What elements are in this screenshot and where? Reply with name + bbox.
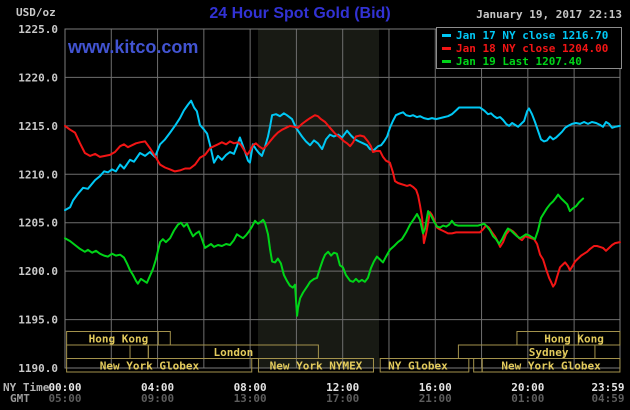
legend-row-jan19: Jan 19 Last 1207.40 (442, 55, 621, 68)
x-axis-tick-gmt: 05:00 (48, 392, 81, 405)
session-label: New York NYMEX (270, 359, 363, 372)
session-box-new-york-globex (66, 358, 253, 373)
legend-label-jan18: Jan 18 NY close 1204.00 (456, 42, 609, 55)
y-axis-tick-label: 1220.0 (18, 71, 58, 84)
x-axis-tick-gmt: 04:59 (591, 392, 624, 405)
chart-title: 24 Hour Spot Gold (Bid) (209, 5, 391, 22)
x-axis-tick-gmt: 21:00 (419, 392, 452, 405)
legend-row-jan18: Jan 18 NY close 1204.00 (442, 42, 621, 55)
session-label: Sydney (529, 346, 569, 359)
session-box-blank (66, 344, 149, 359)
y-axis-tick-label: 1195.0 (18, 314, 58, 327)
x-axis-tick-gmt: 01:00 (511, 392, 544, 405)
y-axis-tick-label: 1225.0 (18, 23, 58, 36)
y-axis-tick-label: 1215.0 (18, 120, 58, 133)
legend-marker-jan18-icon (442, 47, 451, 50)
price-series-jan17-line (64, 99, 621, 212)
session-label: Hong Kong (544, 332, 604, 345)
x-axis-tick-ny: 12:00 (326, 381, 359, 394)
nymex-session-band (257, 29, 380, 368)
x-axis-tick-ny: 08:00 (234, 381, 267, 394)
legend-marker-jan17-icon (442, 34, 451, 37)
y-axis-unit-label: USD/oz (16, 6, 56, 19)
x-axis-tick-ny: 23:59 (591, 381, 624, 394)
y-axis-tick-label: 1190.0 (18, 362, 58, 375)
price-series-jan18-line (64, 114, 621, 288)
session-label: Hong Kong (89, 332, 149, 345)
x-axis-tick-ny: 04:00 (141, 381, 174, 394)
x-axis-tick-gmt: 17:00 (326, 392, 359, 405)
plot-border (64, 28, 621, 369)
date-time-label: January 19, 2017 22:13 (476, 8, 622, 21)
legend-label-jan19: Jan 19 Last 1207.40 (456, 55, 582, 68)
legend-marker-jan19-icon (442, 60, 451, 63)
legend-box: Jan 17 NY close 1216.70 Jan 18 NY close … (436, 27, 622, 69)
session-label: New York Globex (100, 359, 200, 372)
session-label: New York Globex (501, 359, 601, 372)
session-label: NY Globex (388, 359, 448, 372)
y-axis-tick-label: 1200.0 (18, 265, 58, 278)
session-box-new-york-nymex (257, 358, 374, 373)
session-box-new-york-globex (481, 358, 621, 373)
session-label: London (213, 346, 253, 359)
y-axis-tick-label: 1210.0 (18, 168, 58, 181)
session-box-ny-globex (379, 358, 470, 373)
x-axis-tick-gmt: 13:00 (234, 392, 267, 405)
session-box-blank (473, 358, 483, 373)
x-axis-tick-ny: 20:00 (511, 381, 544, 394)
x-axis-gmt-header: GMT (10, 392, 30, 405)
y-axis-tick-label: 1205.0 (18, 217, 58, 230)
x-axis-ny-time-header: NY Time (3, 381, 50, 394)
x-axis-tick-ny: 00:00 (48, 381, 81, 394)
price-series-jan19-line (64, 193, 585, 317)
x-axis-tick-gmt: 09:00 (141, 392, 174, 405)
kitco-watermark-link[interactable]: www.kitco.com (68, 37, 199, 57)
x-axis-tick-ny: 16:00 (419, 381, 452, 394)
legend-row-jan17: Jan 17 NY close 1216.70 (442, 29, 621, 42)
legend-label-jan17: Jan 17 NY close 1216.70 (456, 29, 609, 42)
